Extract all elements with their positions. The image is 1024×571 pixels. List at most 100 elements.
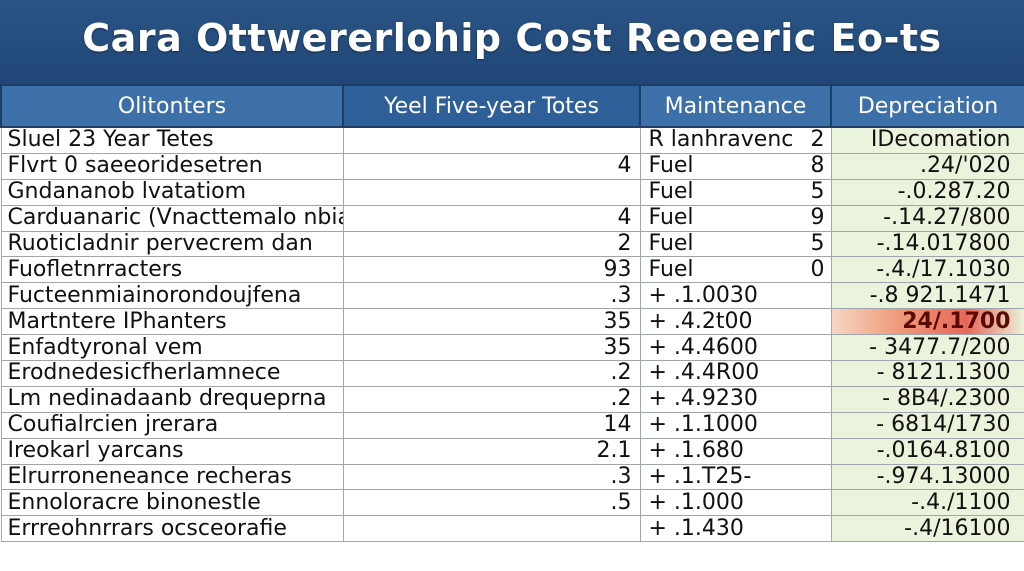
owner-label-cell[interactable]: Gndananob lvatatiom bbox=[0, 178, 344, 206]
depreciation-cell[interactable]: -.4./1100 bbox=[830, 489, 1024, 517]
column-header-depreciation[interactable]: Depreciation bbox=[830, 84, 1024, 128]
five-year-total-cell[interactable]: 35 bbox=[342, 334, 641, 362]
owner-label-cell[interactable]: Ireokarl yarcans bbox=[0, 437, 344, 465]
maintenance-value: Fuel bbox=[648, 179, 694, 205]
maintenance-cell[interactable]: + .4.9230 bbox=[639, 385, 832, 413]
maintenance-value: + .4.2t00 bbox=[648, 308, 753, 334]
maintenance-value: + .1.T25- bbox=[648, 464, 752, 490]
maintenance-value: Fuel bbox=[648, 256, 694, 282]
maintenance-cell[interactable]: Fuel 5 bbox=[639, 230, 832, 258]
owner-label-cell[interactable]: Lm nedinadaanb drequeprna bbox=[0, 385, 344, 413]
owner-label-cell[interactable]: Fuofletnrracters bbox=[0, 256, 344, 284]
five-year-total-cell[interactable]: .2 bbox=[342, 360, 641, 387]
owner-label-cell[interactable]: Ennoloracre binonestle bbox=[0, 489, 344, 517]
title-banner: Cara Ottwererlohip Cost Reoeeric Eo-ts bbox=[0, 0, 1024, 84]
maintenance-cell[interactable]: Fuel 8 bbox=[639, 152, 832, 180]
owner-label-cell[interactable]: Carduanaric (Vnacttemalo nbia) bbox=[0, 204, 344, 232]
depreciation-value: -.8 921.1471 bbox=[869, 282, 1011, 308]
depreciation-cell[interactable]: -.4./17.1030 bbox=[830, 256, 1024, 284]
maintenance-cell[interactable]: + .1.680 bbox=[639, 437, 832, 465]
table-row: Fucteenmiainorondoujfena .3 + .1.0030 -.8 9… bbox=[0, 282, 1024, 310]
five-year-total-cell[interactable]: .3 bbox=[342, 282, 641, 310]
table-row: Ruoticladnir pervecrem dan 2 Fuel 5 -.14.017… bbox=[0, 230, 1024, 258]
five-year-total-cell[interactable]: .2 bbox=[342, 385, 641, 413]
depreciation-cell[interactable]: .24/'020 bbox=[830, 152, 1024, 180]
five-year-total-cell[interactable]: 4 bbox=[342, 152, 641, 180]
depreciation-value: -.0164.8100 bbox=[876, 438, 1011, 464]
depreciation-cell[interactable]: IDecomation bbox=[830, 126, 1024, 154]
depreciation-value: -.4/16100 bbox=[904, 515, 1011, 541]
five-year-total-cell[interactable]: .5 bbox=[342, 489, 641, 517]
depreciation-cell[interactable]: -.8 921.1471 bbox=[830, 282, 1024, 310]
five-year-total-cell[interactable] bbox=[342, 515, 641, 543]
table-row: Ennoloracre binonestle .5 + .1.000 -.4./110… bbox=[0, 489, 1024, 517]
owner-label-cell[interactable]: Enfadtyronal vem bbox=[0, 334, 344, 362]
table-row: Enfadtyronal vem 35 + .4.4600 - 3477.7/200 bbox=[0, 334, 1024, 362]
five-year-total-cell[interactable]: 93 bbox=[342, 256, 641, 284]
five-year-total-cell[interactable] bbox=[342, 126, 641, 154]
depreciation-cell[interactable]: - 6814/1730 bbox=[830, 411, 1024, 439]
depreciation-cell-highlighted[interactable]: 24/.1700 bbox=[830, 308, 1024, 336]
maintenance-cell[interactable]: Fuel 9 bbox=[639, 204, 832, 232]
owner-label-cell[interactable]: Martntere IPhanters bbox=[0, 308, 344, 336]
owner-label-cell[interactable]: Errreohnrrars ocsceorafie bbox=[0, 515, 344, 543]
maintenance-cell[interactable]: + .1.000 bbox=[639, 489, 832, 517]
five-year-total-cell[interactable]: .3 bbox=[342, 463, 641, 491]
owner-label-cell[interactable]: Flvrt 0 saeeoridesetren bbox=[0, 152, 344, 180]
owner-label-cell[interactable]: Coufialrcien jrerara bbox=[0, 411, 344, 439]
maintenance-cell[interactable]: + .1.430 bbox=[639, 515, 832, 543]
five-year-total-cell[interactable]: 2.1 bbox=[342, 437, 641, 465]
column-header-five-year-totals[interactable]: Yeel Five-year Totes bbox=[342, 84, 641, 128]
owner-label-cell[interactable]: Sluel 23 Year Tetes bbox=[0, 126, 344, 154]
table-row: Martntere IPhanters 35 + .4.2t00 24/.1700 bbox=[0, 308, 1024, 336]
maintenance-value: + .1.000 bbox=[648, 489, 744, 515]
maintenance-value: Fuel bbox=[648, 205, 694, 231]
table-row: Lm nedinadaanb drequeprna .2 + .4.9230 - 8B… bbox=[0, 385, 1024, 413]
five-year-total-cell[interactable]: 4 bbox=[342, 204, 641, 232]
table-row: Elrurroneneance recheras .3 + .1.T25- -.974… bbox=[0, 463, 1024, 491]
column-header-maintenance[interactable]: Maintenance bbox=[639, 84, 832, 128]
maintenance-value: + .1.1000 bbox=[648, 412, 758, 438]
depreciation-cell[interactable]: -.4/16100 bbox=[830, 515, 1024, 543]
maintenance-value: + .4.9230 bbox=[648, 386, 758, 412]
depreciation-value: IDecomation bbox=[870, 127, 1011, 153]
maintenance-cell[interactable]: + .1.1000 bbox=[639, 411, 832, 439]
owner-label-cell[interactable]: Fucteenmiainorondoujfena bbox=[0, 282, 344, 310]
depreciation-cell[interactable]: - 8121.1300 bbox=[830, 360, 1024, 387]
five-year-total-cell[interactable]: 14 bbox=[342, 411, 641, 439]
owner-label-cell[interactable]: Ruoticladnir pervecrem dan bbox=[0, 230, 344, 258]
depreciation-cell[interactable]: -.974.13000 bbox=[830, 463, 1024, 491]
maintenance-cell[interactable]: Fuel 5 bbox=[639, 178, 832, 206]
five-year-total-cell[interactable]: 2 bbox=[342, 230, 641, 258]
depreciation-cell[interactable]: -.0.287.20 bbox=[830, 178, 1024, 206]
maintenance-cell[interactable]: Fuel 0 bbox=[639, 256, 832, 284]
maintenance-cell[interactable]: + .4.4600 bbox=[639, 334, 832, 362]
depreciation-value: -.974.13000 bbox=[876, 464, 1011, 490]
maintenance-cell[interactable]: + .4.4R00 bbox=[639, 360, 832, 387]
depreciation-cell[interactable]: -.0164.8100 bbox=[830, 437, 1024, 465]
maintenance-value: R lanhravenc bbox=[648, 127, 794, 153]
table-row: Carduanaric (Vnacttemalo nbia) 4 Fuel 9 -.14… bbox=[0, 204, 1024, 232]
depreciation-cell[interactable]: -.14.27/800 bbox=[830, 204, 1024, 232]
column-header-owners[interactable]: Olitonters bbox=[0, 84, 344, 128]
maintenance-value: + .1.0030 bbox=[648, 282, 758, 308]
maintenance-cell[interactable]: + .1.T25- bbox=[639, 463, 832, 491]
depreciation-cell[interactable]: -.14.017800 bbox=[830, 230, 1024, 258]
depreciation-cell[interactable]: - 8B4/.2300 bbox=[830, 385, 1024, 413]
maintenance-value: Fuel bbox=[648, 231, 694, 256]
owner-label-cell[interactable]: Erodnedesicfherlamnece bbox=[0, 360, 344, 387]
five-year-total-cell[interactable]: 35 bbox=[342, 308, 641, 336]
cost-table-sheet: Olitonters Yeel Five-year Totes Maintena… bbox=[0, 84, 1024, 571]
maintenance-value: + .1.680 bbox=[648, 438, 744, 464]
table-row: Sluel 23 Year Tetes R lanhravenc 2 IDecomat… bbox=[0, 126, 1024, 154]
maintenance-cell[interactable]: + .4.2t00 bbox=[639, 308, 832, 336]
depreciation-value: - 6814/1730 bbox=[876, 412, 1011, 438]
maintenance-cell[interactable]: + .1.0030 bbox=[639, 282, 832, 310]
table-row: Errreohnrrars ocsceorafie + .1.430 -.4/161… bbox=[0, 515, 1024, 543]
depreciation-value: -.4./1100 bbox=[911, 489, 1011, 515]
maintenance-count: 2 bbox=[810, 127, 825, 153]
five-year-total-cell[interactable] bbox=[342, 178, 641, 206]
owner-label-cell[interactable]: Elrurroneneance recheras bbox=[0, 463, 344, 491]
depreciation-cell[interactable]: - 3477.7/200 bbox=[830, 334, 1024, 362]
maintenance-cell[interactable]: R lanhravenc 2 bbox=[639, 126, 832, 154]
